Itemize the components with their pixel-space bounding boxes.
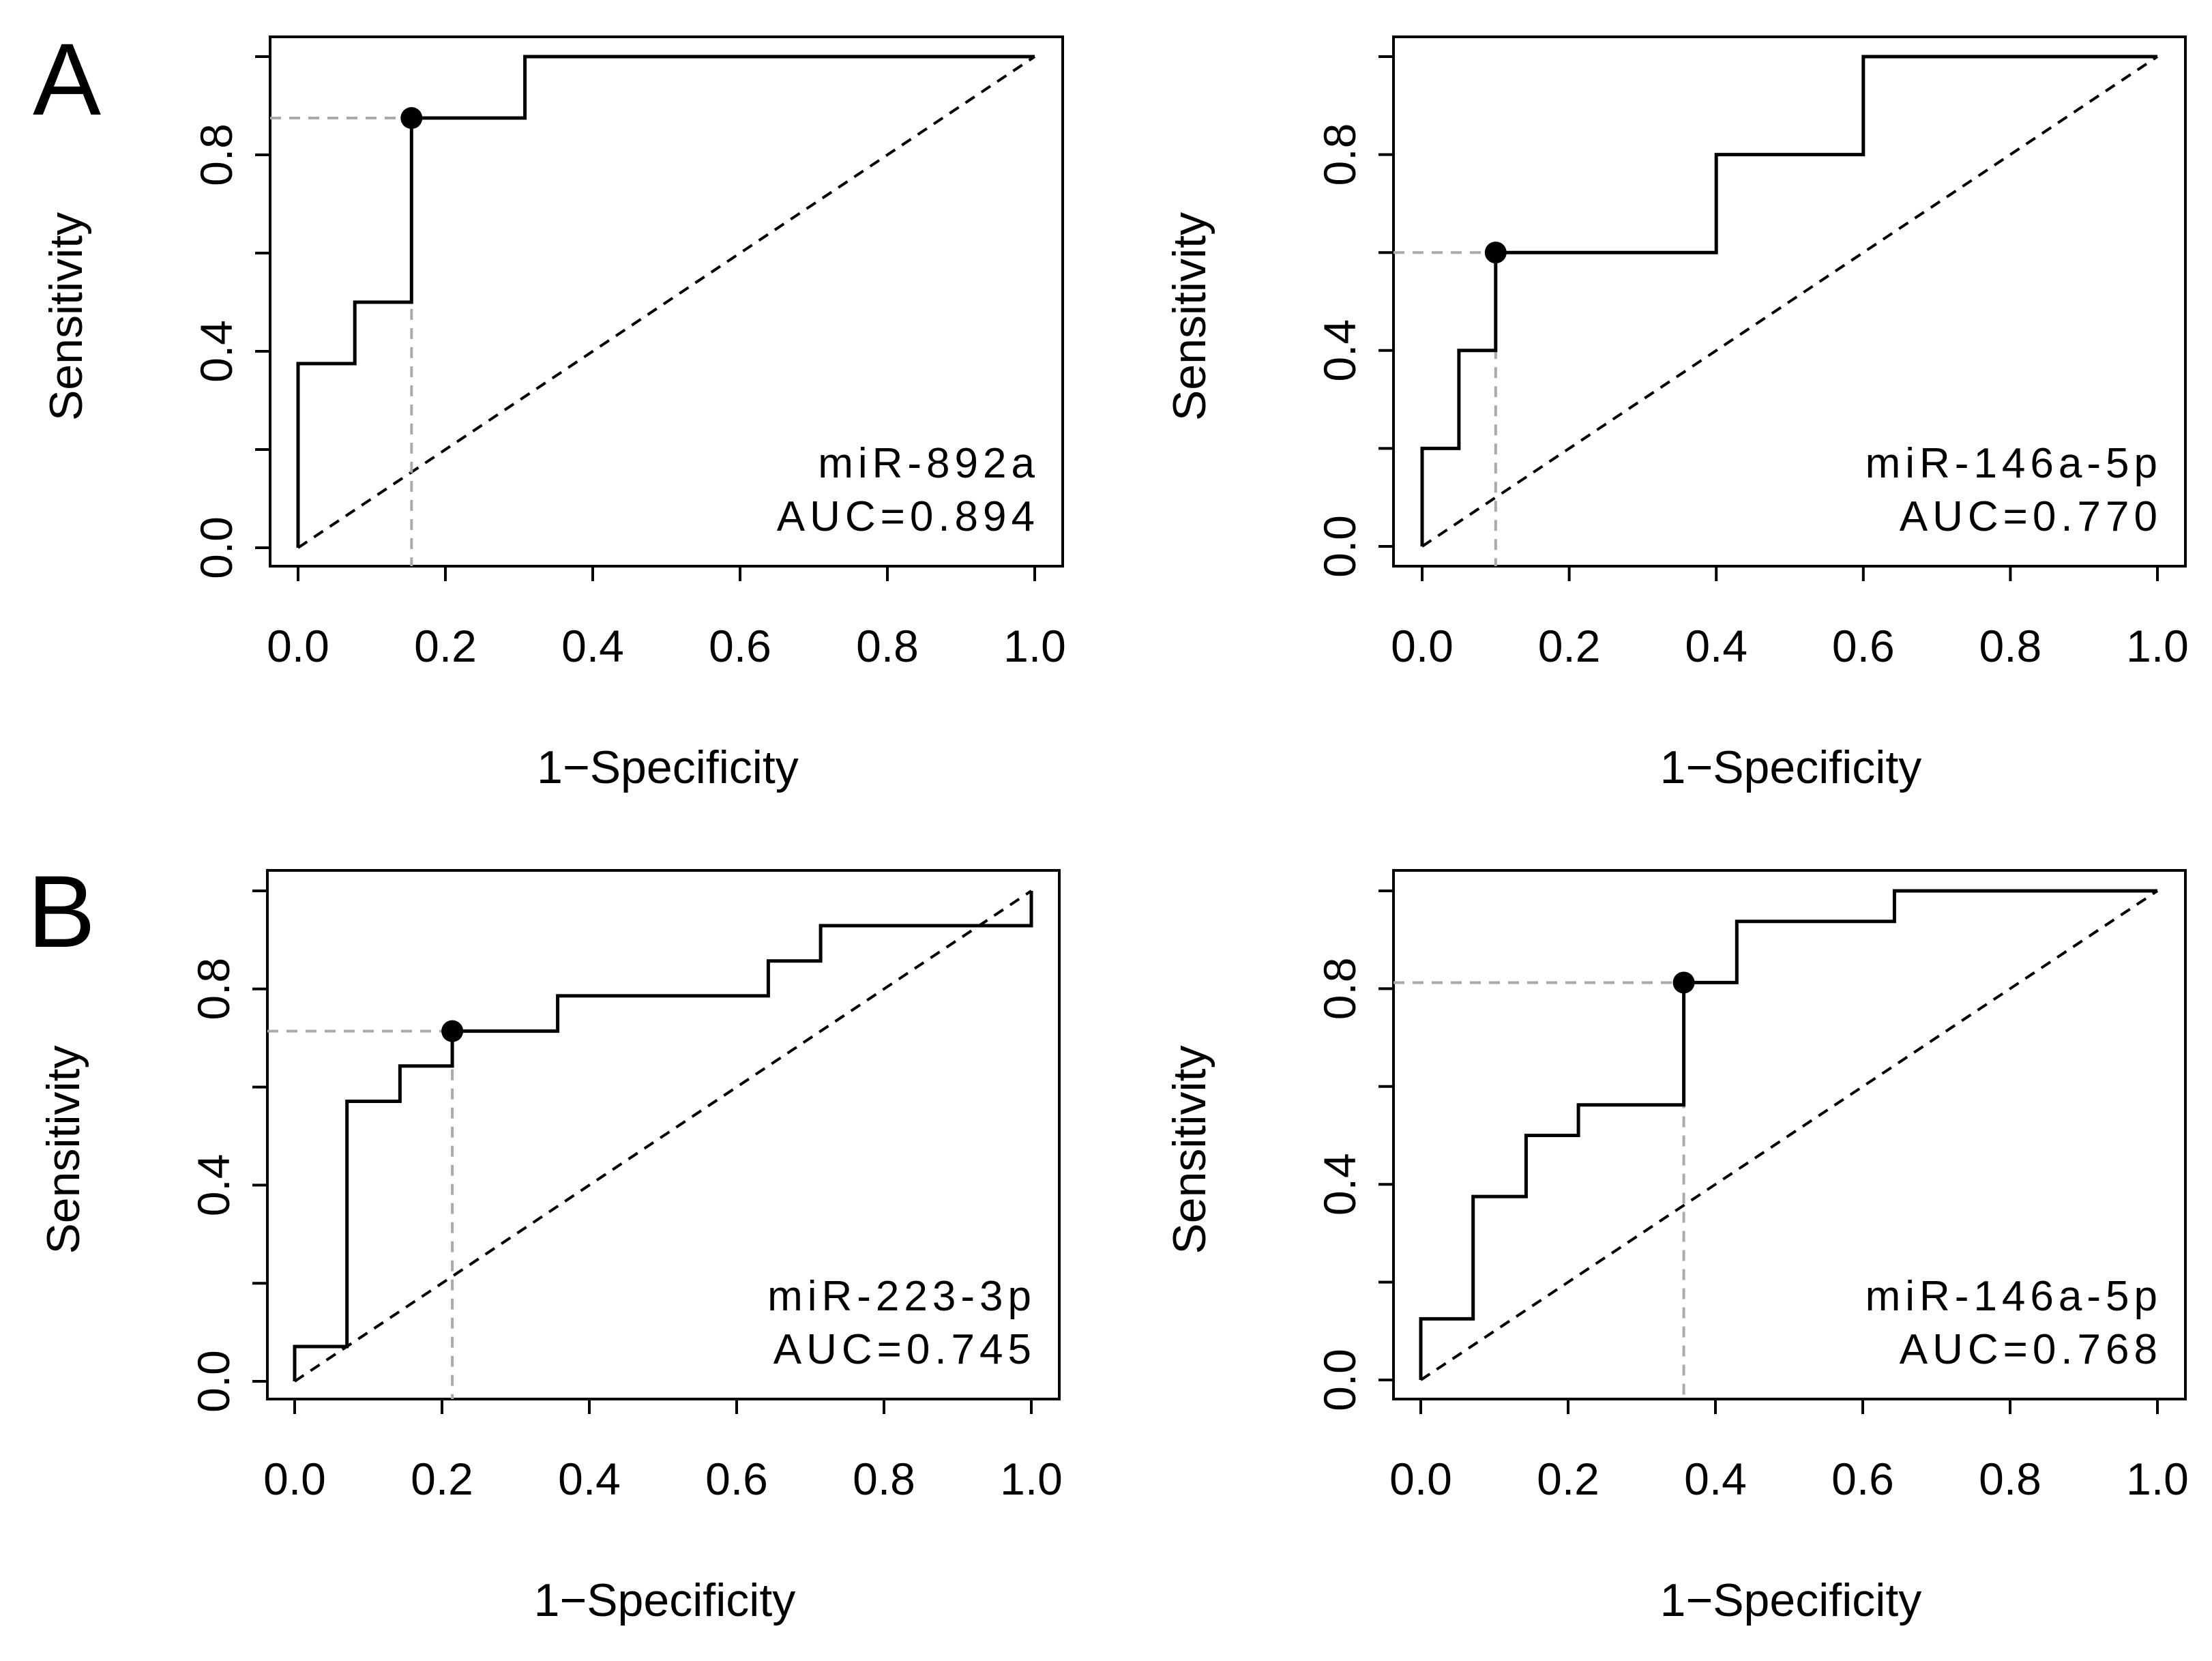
roc-plot-4: 0.0 0.2 0.4 0.6 0.8 1.0 0.0 0.4 0.8 1−Specificity… [1164, 869, 2189, 1626]
roc-plot-3: 0.0 0.2 0.4 0.6 0.8 1.0 0.0 0.4 0.8 1−Specificity… [38, 869, 1063, 1626]
x-tick-label: 0.8 [856, 621, 919, 671]
y-axis-title: Sensitivity [40, 212, 92, 421]
roc-curve [293, 891, 1033, 1381]
reference-diagonal [293, 890, 1033, 1383]
x-tick-label: 0.0 [1391, 621, 1454, 671]
panel-label-b: B [27, 854, 95, 969]
x-tick-label: 0.6 [1831, 1454, 1894, 1504]
y-tick-label: 0.4 [1314, 319, 1365, 382]
y-tick-label: 0.0 [1314, 515, 1365, 578]
y-tick-label: 0.0 [1314, 1349, 1365, 1411]
x-axis-title: 1−Specificity [534, 1574, 796, 1626]
x-tick-label: 0.6 [1832, 621, 1895, 671]
y-axis-title: Sensitivity [38, 1045, 89, 1254]
auc-label: AUC=0.894 [777, 493, 1039, 540]
y-tick-label: 0.8 [1314, 123, 1365, 186]
x-tick-label: 0.0 [263, 1454, 326, 1504]
y-tick-label: 0.4 [188, 1154, 239, 1217]
y-tick-label: 0.0 [191, 516, 241, 579]
x-tick-label: 0.2 [411, 1454, 473, 1504]
mirna-name-label: miR-146a-5p [1866, 1273, 2162, 1320]
auc-label: AUC=0.745 [773, 1326, 1036, 1373]
x-tick-label: 0.0 [1389, 1454, 1452, 1504]
auc-label: AUC=0.770 [1900, 493, 2162, 540]
y-tick-label: 0.8 [191, 123, 241, 186]
roc-curve [1419, 889, 2157, 1380]
x-tick-label: 0.4 [1685, 621, 1748, 671]
x-tick-label: 0.4 [561, 621, 624, 671]
x-tick-label: 0.4 [1684, 1454, 1747, 1504]
mirna-name-label: miR-223-3p [767, 1273, 1036, 1320]
mirna-name-label: miR-146a-5p [1866, 440, 2162, 487]
panel-label-a: A [33, 22, 101, 136]
y-axis-title: Sensitivity [1164, 1045, 1215, 1254]
x-tick-label: 0.8 [1979, 621, 2042, 671]
y-tick-label: 0.8 [188, 958, 239, 1020]
cutoff-point [400, 107, 423, 129]
cutoff-point [1484, 241, 1507, 264]
cutoff-point [441, 1020, 464, 1042]
x-tick-label: 0.2 [1538, 621, 1601, 671]
x-tick-label: 0.8 [853, 1454, 915, 1504]
y-tick-label: 0.4 [1314, 1153, 1365, 1216]
auc-label: AUC=0.768 [1900, 1326, 2162, 1373]
x-tick-label: 0.4 [558, 1454, 621, 1504]
x-tick-label: 1.0 [2126, 621, 2189, 671]
x-tick-label: 0.2 [414, 621, 477, 671]
y-tick-label: 0.0 [188, 1350, 239, 1413]
reference-diagonal [297, 55, 1036, 549]
y-tick-label: 0.4 [191, 320, 241, 383]
x-tick-label: 1.0 [2126, 1454, 2189, 1504]
x-tick-label: 0.2 [1537, 1454, 1599, 1504]
x-tick-label: 0.6 [709, 621, 771, 671]
reference-diagonal [1421, 55, 2159, 548]
cutoff-point [1672, 971, 1695, 994]
x-tick-label: 0.0 [267, 621, 329, 671]
x-tick-label: 1.0 [1000, 1454, 1063, 1504]
reference-diagonal [1419, 890, 2159, 1381]
roc-plot-2: 0.0 0.2 0.4 0.6 0.8 1.0 0.0 0.4 0.8 1−Specificity… [1164, 35, 2189, 793]
roc-curve [296, 55, 1035, 548]
x-tick-label: 0.8 [1979, 1454, 2041, 1504]
x-tick-label: 0.6 [705, 1454, 768, 1504]
x-axis-title: 1−Specificity [1660, 1574, 1922, 1626]
mirna-name-label: miR-892a [818, 440, 1039, 487]
y-tick-label: 0.8 [1314, 958, 1365, 1020]
x-axis-title: 1−Specificity [537, 741, 799, 793]
roc-plot-1: 0.0 0.2 0.4 0.6 0.8 1.0 0.0 0.4 0.8 1−Specificity… [40, 35, 1066, 793]
x-axis-title: 1−Specificity [1660, 741, 1922, 793]
y-axis-title: Sensitivity [1164, 212, 1215, 421]
x-tick-label: 1.0 [1003, 621, 1066, 671]
